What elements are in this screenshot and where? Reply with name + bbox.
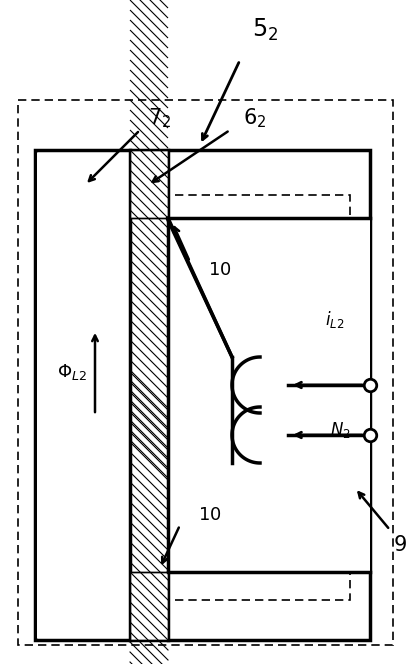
Bar: [130, 150, 168, 640]
Text: $i_{L2}$: $i_{L2}$: [325, 309, 345, 331]
Text: $7_2$: $7_2$: [148, 106, 172, 129]
Bar: [130, 150, 168, 218]
Text: $9$: $9$: [393, 535, 407, 555]
Bar: [38, 153, 130, 637]
Bar: [215, 330, 363, 485]
Bar: [168, 218, 370, 572]
Bar: [35, 150, 370, 640]
Bar: [18, 100, 393, 645]
Text: $5_2$: $5_2$: [252, 17, 278, 43]
Text: $\Phi_{L2}$: $\Phi_{L2}$: [57, 362, 87, 382]
Text: $N_2$: $N_2$: [330, 420, 350, 440]
Text: $10$: $10$: [208, 261, 231, 279]
Bar: [55, 195, 350, 600]
Bar: [130, 150, 168, 218]
Bar: [130, 572, 168, 640]
Text: $6_2$: $6_2$: [243, 106, 267, 129]
Text: $10$: $10$: [198, 506, 221, 524]
Bar: [130, 572, 168, 640]
